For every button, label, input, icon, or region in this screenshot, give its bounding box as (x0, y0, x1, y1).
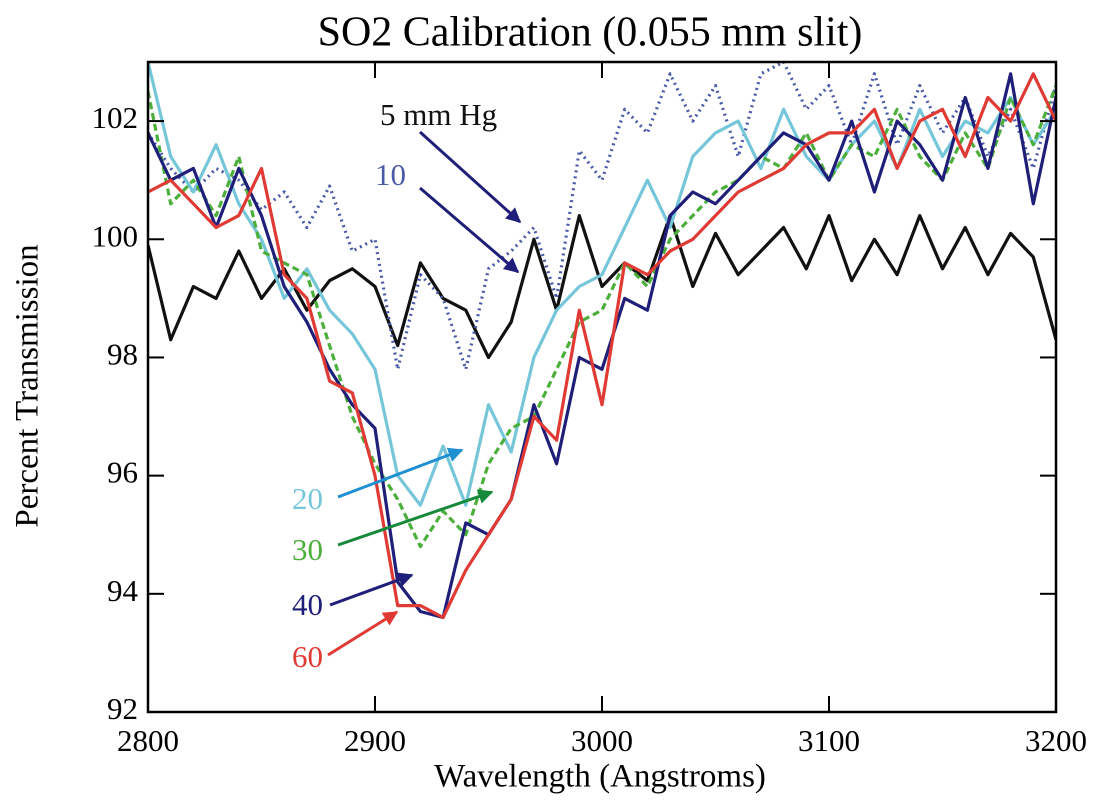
x-tick-label: 3000 (571, 723, 633, 758)
x-tick-label: 2900 (344, 723, 406, 758)
y-tick-label: 94 (107, 573, 139, 608)
y-tick-label: 102 (92, 100, 139, 135)
y-tick-label: 100 (92, 218, 139, 253)
annotation-arrow (418, 130, 522, 224)
plot-frame (146, 60, 1058, 714)
annotation-arrow (329, 572, 414, 607)
series-label: 5 mm Hg (380, 97, 497, 132)
y-tick-label: 98 (107, 337, 138, 372)
x-tick-label: 3100 (798, 723, 860, 758)
plot-lines (148, 62, 1056, 620)
chart-title: SO2 Calibration (0.055 mm slit) (318, 10, 863, 56)
series-label: 40 (292, 587, 323, 622)
annotation-arrow (327, 610, 399, 657)
x-tick-label: 3200 (1025, 723, 1087, 758)
y-axis-label: Percent Transmission (10, 244, 46, 527)
x-axis-label: Wavelength (Angstroms) (434, 759, 766, 795)
series-line (148, 72, 1056, 620)
annotation-arrow (337, 489, 494, 547)
series-label: 60 (292, 639, 323, 674)
series-label: 20 (292, 481, 323, 516)
series-line (148, 214, 1056, 360)
series-line (148, 62, 1056, 507)
annotation-arrow (419, 186, 520, 274)
series-label: 30 (292, 532, 323, 567)
annotation-arrow (337, 447, 464, 499)
y-tick-label: 92 (107, 691, 138, 726)
series-label: 10 (375, 157, 406, 192)
y-tick-label: 96 (107, 455, 138, 490)
x-tick-label: 2800 (117, 723, 179, 758)
series-line (148, 85, 1056, 549)
series-line (148, 72, 1056, 620)
